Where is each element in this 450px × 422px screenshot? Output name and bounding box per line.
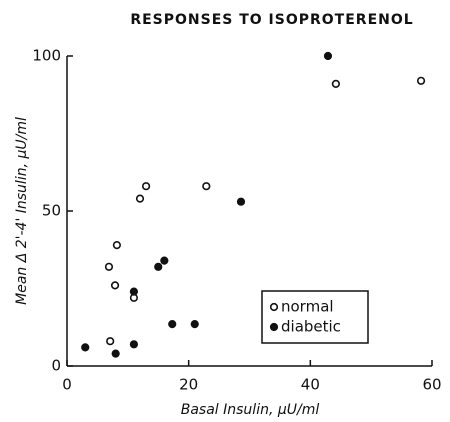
point bbox=[129, 340, 139, 349]
point bbox=[168, 320, 177, 329]
point bbox=[135, 194, 145, 203]
legend-box bbox=[261, 290, 369, 344]
point bbox=[331, 79, 340, 88]
x-tick-label: 0 bbox=[62, 376, 72, 394]
point bbox=[81, 343, 90, 352]
point bbox=[416, 76, 426, 85]
point bbox=[129, 287, 139, 296]
point bbox=[106, 337, 115, 346]
point bbox=[323, 51, 333, 61]
y-axis-label: Mean Δ 2'-4' Insulin, μU/ml bbox=[14, 117, 30, 305]
point bbox=[141, 182, 151, 191]
legend-marker bbox=[269, 302, 279, 312]
point bbox=[160, 256, 169, 265]
point bbox=[110, 281, 120, 290]
y-tick-label: 100 bbox=[32, 47, 61, 65]
point bbox=[111, 349, 120, 358]
x-tick-label: 60 bbox=[422, 376, 441, 394]
x-tick-label: 40 bbox=[301, 376, 320, 394]
x-tick-label: 20 bbox=[179, 376, 198, 394]
legend-label: diabetic bbox=[281, 318, 341, 336]
y-tick-label: 0 bbox=[51, 357, 61, 375]
point bbox=[112, 241, 121, 250]
legend-label: normal bbox=[281, 298, 334, 316]
point bbox=[190, 320, 199, 329]
point bbox=[202, 182, 211, 191]
y-tick-label: 50 bbox=[42, 202, 61, 220]
point bbox=[154, 262, 163, 271]
point bbox=[104, 262, 114, 271]
point bbox=[236, 197, 246, 206]
legend-marker bbox=[269, 322, 279, 332]
x-axis-label: Basal Insulin, μU/ml bbox=[181, 402, 320, 418]
chart-title: RESPONSES TO ISOPROTERENOL bbox=[130, 12, 413, 28]
